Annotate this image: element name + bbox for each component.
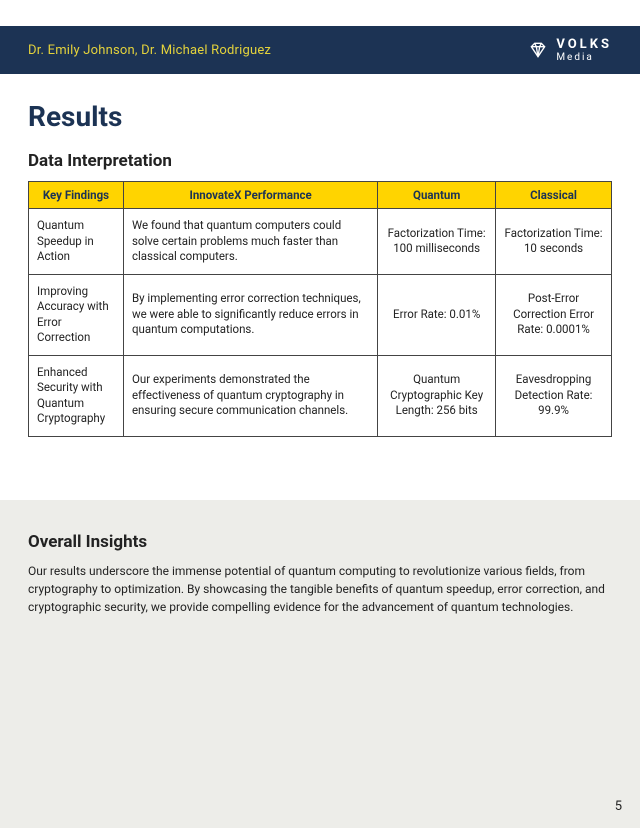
page-title: Results	[28, 100, 612, 133]
authors: Dr. Emily Johnson, Dr. Michael Rodriguez	[28, 43, 271, 58]
insights-block: Overall Insights Our results underscore …	[0, 500, 640, 828]
th-classical: Classical	[496, 182, 612, 209]
th-quantum: Quantum	[378, 182, 496, 209]
logo-bottom: Media	[556, 53, 612, 63]
results-table: Key Findings InnovateX Performance Quant…	[28, 181, 612, 437]
cell-perf: We found that quantum computers could so…	[123, 209, 377, 275]
table-row: Quantum Speedup in Action We found that …	[29, 209, 612, 275]
cell-quantum: Error Rate: 0.01%	[378, 274, 496, 355]
page-root: Dr. Emily Johnson, Dr. Michael Rodriguez…	[0, 0, 640, 828]
th-key-findings: Key Findings	[29, 182, 124, 209]
page-number: 5	[615, 799, 622, 814]
cell-finding: Quantum Speedup in Action	[29, 209, 124, 275]
table-row: Enhanced Security with Quantum Cryptogra…	[29, 355, 612, 436]
table-header-row: Key Findings InnovateX Performance Quant…	[29, 182, 612, 209]
cell-classical: Eavesdropping Detection Rate: 99.9%	[496, 355, 612, 436]
insights-text: Our results underscore the immense poten…	[28, 562, 612, 616]
cell-quantum: Factorization Time: 100 milliseconds	[378, 209, 496, 275]
cell-perf: Our experiments demonstrated the effecti…	[123, 355, 377, 436]
section-title-data-interpretation: Data Interpretation	[28, 151, 612, 171]
cell-finding: Enhanced Security with Quantum Cryptogra…	[29, 355, 124, 436]
insights-title: Overall Insights	[28, 532, 612, 552]
diamond-icon	[528, 40, 548, 60]
cell-finding: Improving Accuracy with Error Correction	[29, 274, 124, 355]
brand-logo: VOLKS Media	[528, 38, 612, 63]
header-bar: Dr. Emily Johnson, Dr. Michael Rodriguez…	[0, 26, 640, 74]
cell-classical: Post-Error Correction Error Rate: 0.0001…	[496, 274, 612, 355]
logo-text: VOLKS Media	[556, 38, 612, 63]
th-performance: InnovateX Performance	[123, 182, 377, 209]
content-area: Results Data Interpretation Key Findings…	[28, 100, 612, 437]
cell-quantum: Quantum Cryptographic Key Length: 256 bi…	[378, 355, 496, 436]
cell-classical: Factorization Time: 10 seconds	[496, 209, 612, 275]
logo-top: VOLKS	[556, 38, 612, 51]
table-row: Improving Accuracy with Error Correction…	[29, 274, 612, 355]
cell-perf: By implementing error correction techniq…	[123, 274, 377, 355]
